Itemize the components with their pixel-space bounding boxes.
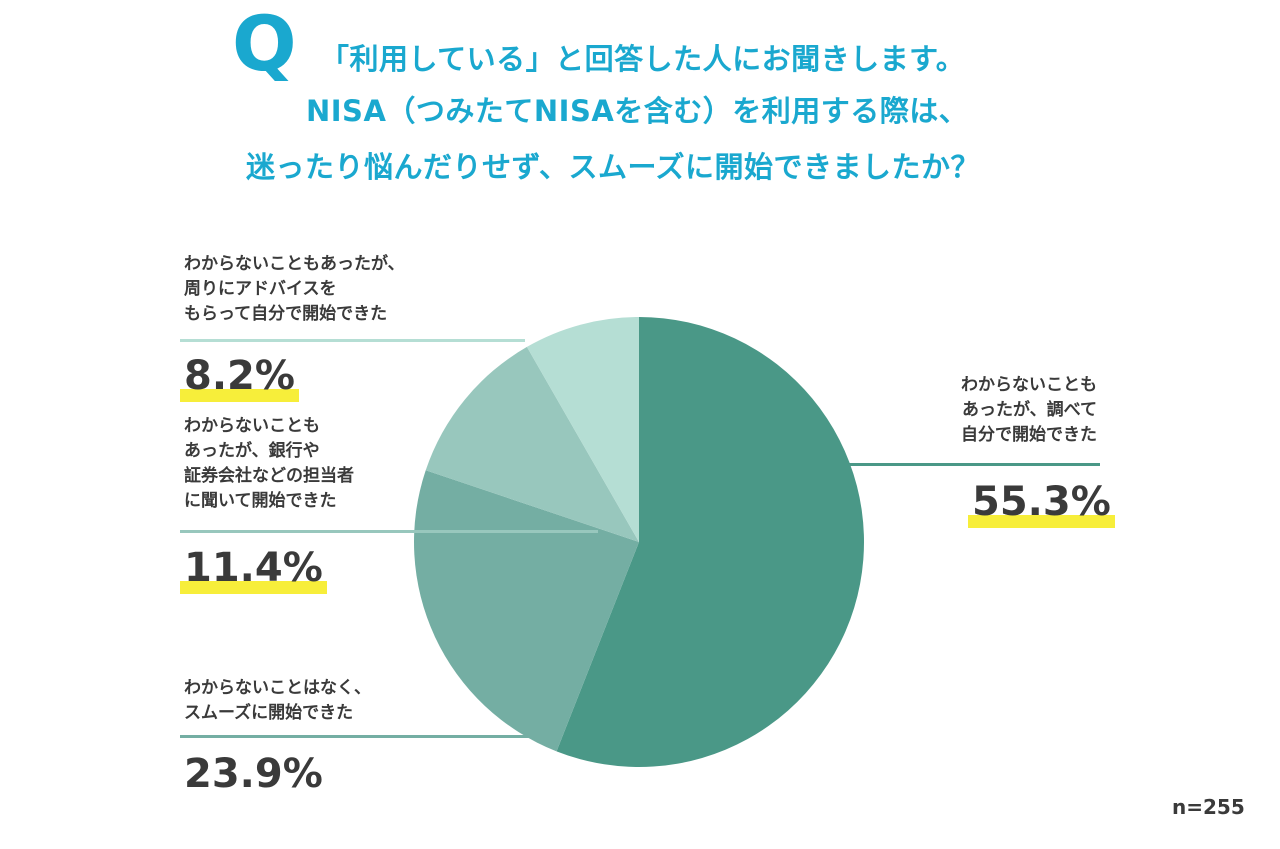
slice-label-4-line-3: もらって自分で開始できた [184,304,388,324]
slice-label-2-line-1: わからないことはなく、 [184,678,371,698]
highlight-marker [180,389,299,402]
slice-label-1: わからないことも あったが、調べて 自分で開始できた [961,373,1097,448]
slice-value-3: 11.4% [180,545,327,594]
slice-label-4-line-1: わからないこともあったが、 [184,254,405,274]
slice-label-2-line-2: スムーズに開始できた [184,703,354,723]
question-mark-q: Q [232,0,297,88]
slice-label-1-line-2: あったが、調べて [962,400,1097,420]
slice-value-1-text: 55.3% [972,479,1111,525]
slice-label-2: わからないことはなく、 スムーズに開始できた [184,676,371,726]
pie-slice-1 [556,317,864,768]
slice-label-1-line-1: わからないことも [961,375,1097,395]
slice-label-4: わからないこともあったが、 周りにアドバイスを もらって自分で開始できた [184,252,405,327]
pie-slice-2 [414,470,639,752]
slice-label-3: わからないことも あったが、銀行や 証券会社などの担当者 に聞いて開始できた [184,414,354,514]
slice-value-3-text: 11.4% [184,545,323,591]
highlight-marker [968,515,1115,528]
leader-line-slice-2 [180,735,540,738]
slice-label-1-line-3: 自分で開始できた [961,425,1097,445]
slice-value-1: 55.3% [968,479,1115,528]
slice-value-4-text: 8.2% [184,353,295,399]
question-title-line-3: 迷ったり悩んだりせず、スムーズに開始できましたか？ [246,150,981,184]
slice-label-3-line-2: あったが、銀行や [184,441,320,461]
slice-label-3-line-3: 証券会社などの担当者 [184,466,354,486]
leader-line-slice-4 [180,339,525,342]
slice-value-2-text: 23.9% [184,751,323,797]
slice-value-2: 23.9% [184,754,323,794]
highlight-marker [180,581,327,594]
question-title-line-2: NISA（つみたてNISAを含む）を利用する際は、 [306,94,969,128]
pie-slice-4 [526,317,639,542]
leader-line-slice-1 [849,463,1100,466]
leader-line-slice-3 [180,530,598,533]
question-title-line-1: 「利用している」と回答した人にお聞きします。 [320,42,966,76]
pie-slice-3 [425,346,639,542]
slice-label-4-line-2: 周りにアドバイスを [184,279,337,299]
slice-label-3-line-4: に聞いて開始できた [184,491,337,511]
slice-value-4: 8.2% [180,353,299,402]
sample-size: n=255 [1172,795,1245,819]
slice-label-3-line-1: わからないことも [184,416,320,436]
